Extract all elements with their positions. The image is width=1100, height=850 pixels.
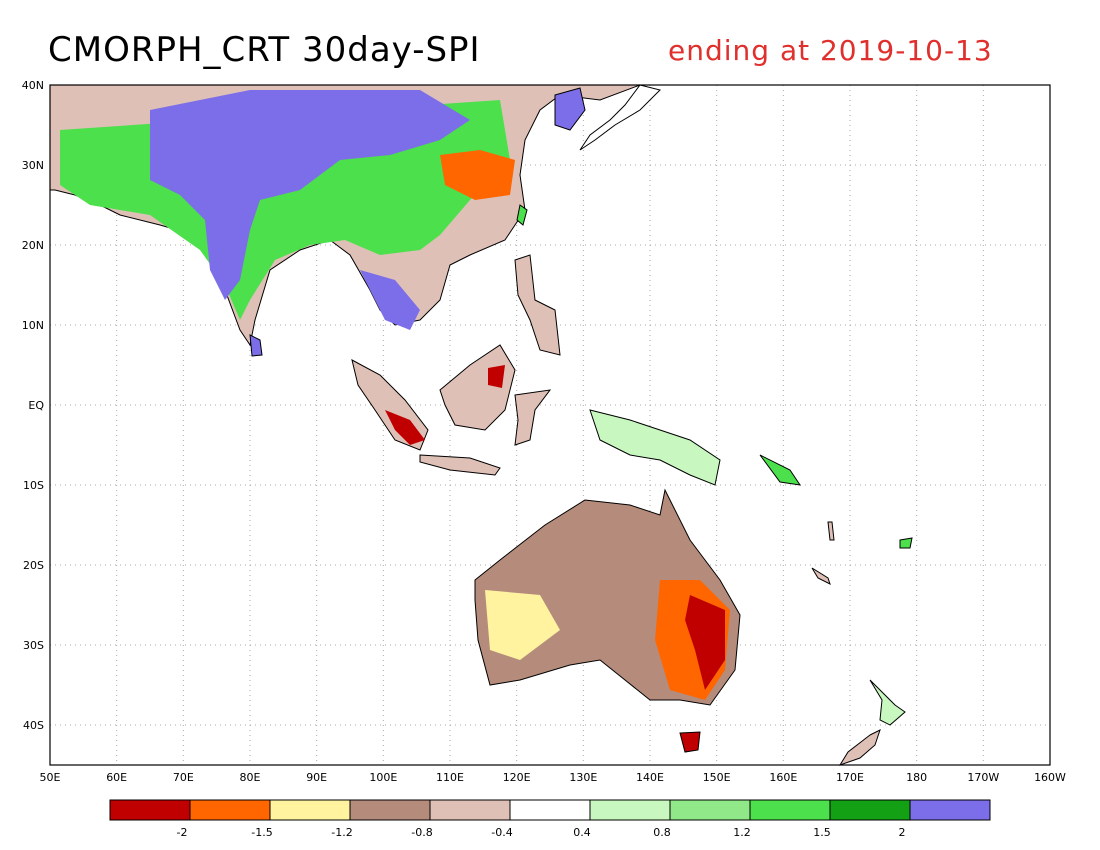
china-dry-region xyxy=(440,150,515,200)
lon-tick-label: 160W xyxy=(1034,771,1066,784)
legend-swatch xyxy=(749,799,831,821)
legend-swatch xyxy=(109,799,191,821)
lat-tick-label: EQ xyxy=(28,399,44,412)
lon-tick-label: 70E xyxy=(173,771,194,784)
legend-label: -0.8 xyxy=(411,826,432,839)
lon-tick-label: 90E xyxy=(306,771,327,784)
borneo-dry-region xyxy=(488,365,505,388)
lon-tick-label: 100E xyxy=(369,771,397,784)
new-zealand-south xyxy=(838,729,881,766)
lon-tick-label: 50E xyxy=(40,771,61,784)
legend-label: 1.2 xyxy=(733,826,751,839)
korea xyxy=(554,87,586,131)
legend-labels: -2 -1.5 -1.2 -0.8 -0.4 0.4 0.8 1.2 1.5 2 xyxy=(177,826,906,839)
legend-swatch xyxy=(589,799,671,821)
lat-tick-label: 10S xyxy=(23,479,44,492)
lon-tick-label: 150E xyxy=(703,771,731,784)
fiji xyxy=(899,537,913,549)
legend-label: 2 xyxy=(899,826,906,839)
legend-label: -1.2 xyxy=(331,826,352,839)
lon-tick-label: 80E xyxy=(240,771,261,784)
legend-label: 0.8 xyxy=(653,826,671,839)
lat-tick-label: 10N xyxy=(22,319,44,332)
new-zealand-north xyxy=(869,679,906,726)
australia-very-dry-east xyxy=(685,595,725,690)
land-masses xyxy=(49,84,913,766)
lat-tick-label: 40N xyxy=(22,79,44,92)
lon-tick-label: 130E xyxy=(569,771,597,784)
legend-label: -2 xyxy=(177,826,188,839)
legend-swatch xyxy=(429,799,511,821)
map-frame xyxy=(49,84,1051,766)
longitude-axis: 50E 60E 70E 80E 90E 100E 110E 120E 130E 140E 150E 1… xyxy=(40,771,1067,784)
tasmania xyxy=(679,731,701,753)
lat-tick-label: 40S xyxy=(23,719,44,732)
lon-tick-label: 180 xyxy=(906,771,927,784)
legend-swatch xyxy=(269,799,351,821)
japan xyxy=(579,84,661,151)
legend-label: 1.5 xyxy=(813,826,831,839)
legend-label: -1.5 xyxy=(251,826,272,839)
new-caledonia xyxy=(811,567,831,585)
legend-swatch xyxy=(909,799,991,821)
sulawesi xyxy=(514,389,552,446)
borneo xyxy=(439,344,516,431)
taiwan xyxy=(516,204,528,226)
legend-swatch xyxy=(349,799,431,821)
lat-tick-label: 30S xyxy=(23,639,44,652)
indochina-wet-region xyxy=(360,270,420,330)
date-label: ending at 2019-10-13 xyxy=(668,34,993,67)
sumatra-dry-region xyxy=(385,410,425,445)
java xyxy=(419,454,501,476)
map-title: CMORPH_CRT 30day-SPI xyxy=(48,30,481,70)
lon-tick-label: 110E xyxy=(436,771,464,784)
philippines xyxy=(514,254,561,356)
legend-swatch xyxy=(829,799,911,821)
lat-tick-label: 20S xyxy=(23,559,44,572)
legend-label: -0.4 xyxy=(491,826,512,839)
latitude-axis: 40N 30N 20N 10N EQ 10S 20S 30S 40S xyxy=(22,79,45,732)
lat-tick-label: 20N xyxy=(22,239,44,252)
lon-tick-label: 120E xyxy=(503,771,531,784)
sri-lanka xyxy=(249,334,263,357)
lon-tick-label: 170W xyxy=(967,771,999,784)
vanuatu xyxy=(827,521,835,541)
australia-dry-west xyxy=(485,590,560,660)
lon-tick-label: 170E xyxy=(836,771,864,784)
lon-tick-label: 160E xyxy=(769,771,797,784)
new-guinea xyxy=(589,409,721,486)
legend-colorbar xyxy=(109,799,991,821)
legend-swatch xyxy=(509,799,591,821)
solomon-islands xyxy=(759,454,802,486)
legend-swatch xyxy=(189,799,271,821)
lon-tick-label: 140E xyxy=(636,771,664,784)
asia-very-wet-region xyxy=(150,90,470,300)
legend-label: 0.4 xyxy=(573,826,591,839)
lon-tick-label: 60E xyxy=(106,771,127,784)
legend-swatch xyxy=(669,799,751,821)
lat-tick-label: 30N xyxy=(22,159,44,172)
